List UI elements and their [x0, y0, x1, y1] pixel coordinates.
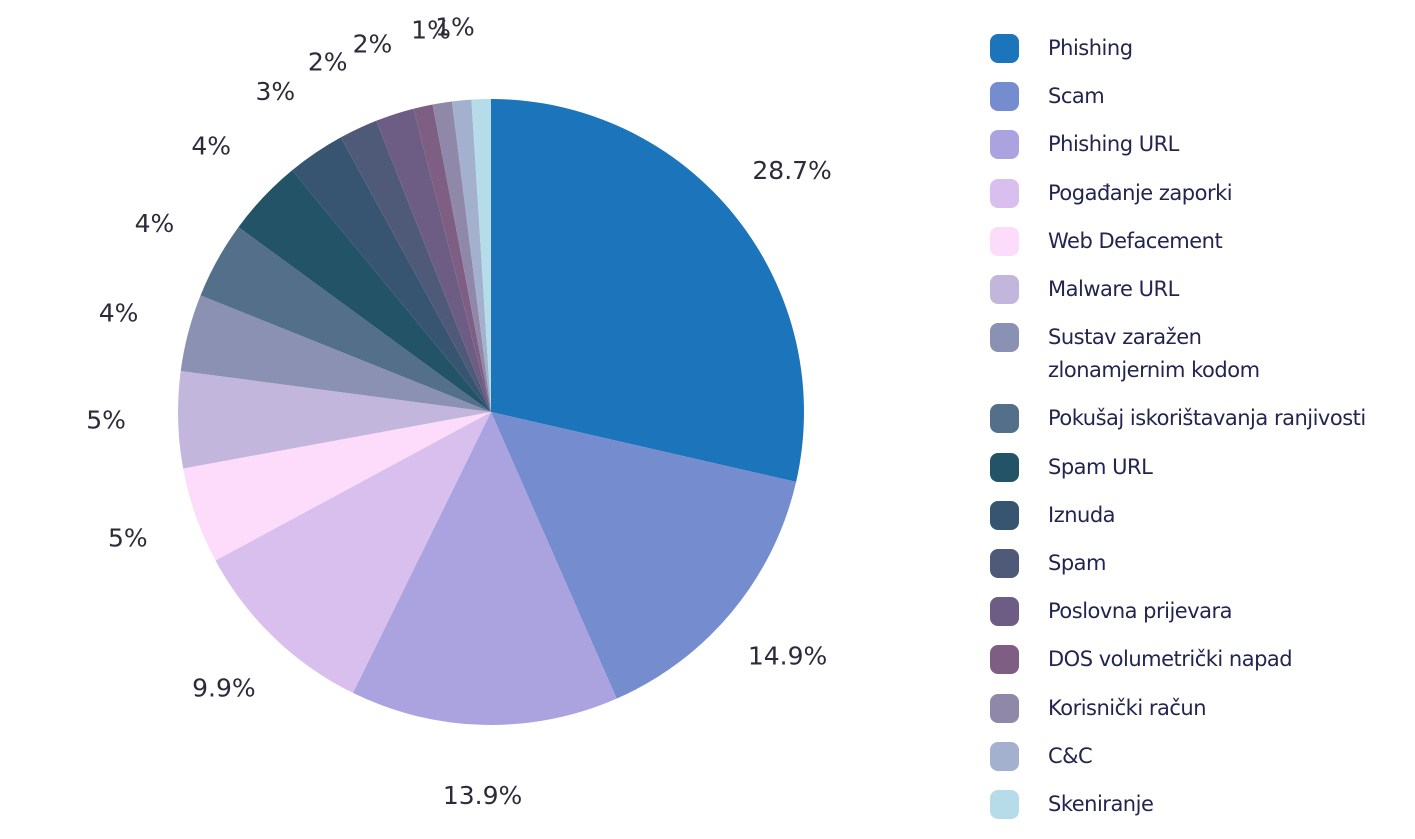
legend-item: Pogađanje zaporki: [990, 178, 1233, 210]
slice-value-label: 1%: [411, 16, 451, 45]
pie-slice: [491, 412, 797, 699]
pie-slice: [183, 412, 491, 561]
legend-swatch: [990, 452, 1019, 482]
legend-swatch: [990, 597, 1019, 627]
pie-slice: [352, 412, 617, 725]
slice-value-label: 4%: [191, 132, 231, 161]
slice-value-label: 28.7%: [752, 156, 831, 185]
legend-swatch: [990, 226, 1019, 256]
slice-value-label: 3%: [256, 77, 296, 106]
legend-label: C&C: [1048, 743, 1093, 768]
legend-item: Phishing URL: [990, 130, 1179, 161]
pie-slice: [491, 99, 804, 482]
pie-slice: [432, 101, 491, 413]
slice-value-label: 13.9%: [443, 781, 522, 810]
legend-swatch: [990, 500, 1019, 530]
legend-swatch: [990, 404, 1019, 434]
pie-slice: [292, 137, 491, 412]
legend-label: Iznuda: [1048, 502, 1116, 527]
legend-label: Spam URL: [1048, 454, 1153, 479]
slice-value-label: 4%: [135, 209, 175, 238]
legend-label: Malware URL: [1048, 277, 1179, 301]
pie-slice: [413, 104, 491, 413]
legend-swatch: [990, 34, 1019, 63]
legend-item: Korisnički račun: [990, 693, 1207, 725]
legend-label: Scam: [1048, 84, 1105, 109]
slice-value-label: 9.9%: [192, 673, 256, 702]
legend-swatch: [990, 323, 1019, 353]
legend-swatch: [990, 549, 1019, 578]
legend-label: Sustav zaražen zlonamjernim kodom: [1048, 325, 1260, 383]
legend-label: Pogađanje zaporki: [1048, 180, 1233, 205]
legend-item: Spam: [990, 549, 1107, 580]
legend-item: Pokušaj iskorištavanja ranjivosti: [990, 404, 1366, 435]
legend-label: Phishing: [1048, 36, 1133, 60]
legend-item: Spam URL: [990, 452, 1153, 484]
pie-slice: [238, 170, 491, 412]
legend-swatch: [990, 693, 1019, 723]
pie-slice: [376, 108, 491, 413]
pie-slice: [215, 412, 492, 693]
legend-item: Skeniranje: [990, 790, 1154, 821]
pie-slice: [180, 295, 492, 412]
legend-item: DOS volumetrički napad: [990, 645, 1293, 676]
pie-slice: [200, 227, 492, 412]
legend-swatch: [990, 82, 1019, 112]
legend-label: Phishing URL: [1048, 132, 1179, 157]
legend-label: DOS volumetrički napad: [1048, 647, 1293, 672]
legend-item: Phishing: [990, 34, 1133, 65]
slice-value-label: 2%: [308, 47, 348, 76]
legend-label: Spam: [1048, 551, 1107, 575]
legend-swatch: [990, 790, 1019, 819]
legend-swatch: [990, 645, 1019, 675]
legend-swatch: [990, 275, 1019, 304]
slice-value-label: 4%: [99, 298, 139, 327]
legend-item: C&C: [990, 741, 1093, 773]
legend-item: Iznuda: [990, 500, 1116, 532]
legend-item: Scam: [990, 82, 1105, 113]
legend-swatch: [990, 130, 1019, 160]
legend-swatch: [990, 178, 1019, 208]
slice-value-label: 5%: [108, 524, 148, 553]
legend-label: Web Defacement: [1048, 228, 1223, 253]
pie-slice: [471, 99, 491, 412]
slice-value-label: 2%: [353, 30, 393, 59]
pie-slice: [340, 120, 491, 413]
legend-label: Pokušaj iskorištavanja ranjivosti: [1048, 406, 1366, 431]
legend-swatch: [990, 741, 1019, 771]
legend-item: Malware URL: [990, 275, 1179, 306]
legend-label: Skeniranje: [1048, 792, 1154, 816]
pie-slice: [178, 370, 491, 469]
pie-slice: [451, 99, 491, 412]
legend-item: Web Defacement: [990, 226, 1223, 258]
slice-value-label: 1%: [435, 13, 475, 42]
legend-label: Korisnički račun: [1048, 695, 1207, 720]
legend-label: Poslovna prijevara: [1048, 599, 1233, 624]
slice-value-label: 5%: [86, 406, 126, 435]
slice-value-label: 14.9%: [748, 642, 827, 671]
legend-item: Sustav zaražen zlonamjernim kodom: [990, 323, 1260, 387]
legend-item: Poslovna prijevara: [990, 597, 1233, 628]
